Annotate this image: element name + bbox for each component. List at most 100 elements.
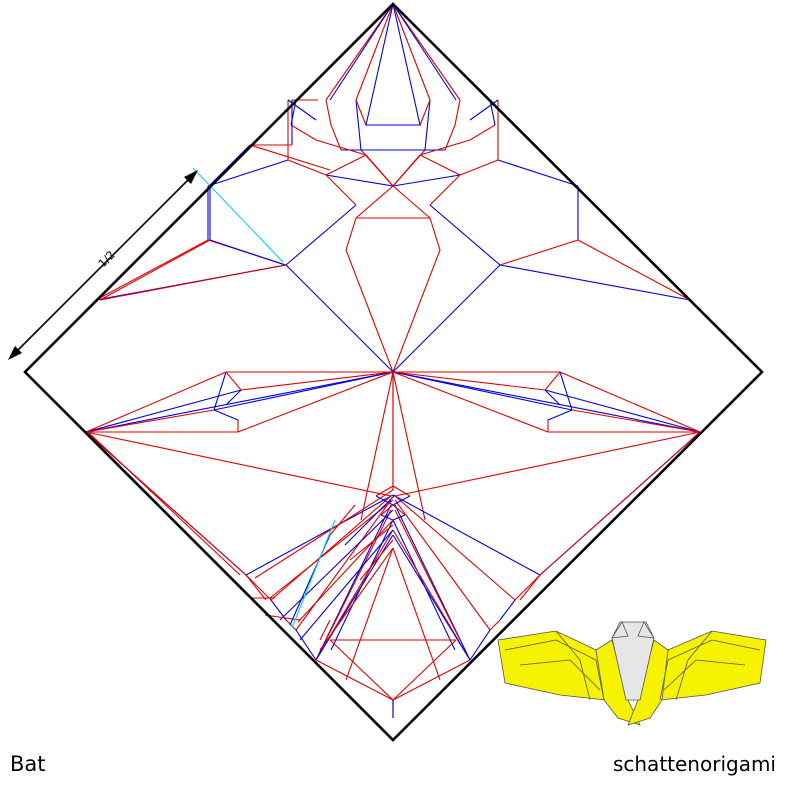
mountain-crease bbox=[329, 504, 356, 536]
mountain-crease bbox=[380, 504, 394, 516]
valley-crease bbox=[209, 239, 286, 266]
mountain-crease bbox=[499, 239, 579, 266]
mountain-crease bbox=[287, 159, 327, 176]
valley-crease bbox=[295, 629, 317, 661]
mountain-crease bbox=[539, 431, 701, 576]
valley-crease bbox=[392, 371, 701, 433]
mountain-crease bbox=[325, 174, 357, 206]
valley-crease bbox=[489, 99, 496, 126]
valley-crease bbox=[285, 204, 357, 266]
valley-crease bbox=[547, 409, 573, 421]
mountain-crease bbox=[429, 217, 441, 251]
mountain-crease bbox=[394, 431, 701, 497]
mountain-crease bbox=[392, 371, 549, 433]
valley-crease bbox=[559, 371, 573, 411]
mountain-crease bbox=[254, 489, 394, 579]
mountain-crease bbox=[392, 185, 431, 219]
mountain-crease bbox=[330, 124, 342, 151]
mountain-crease bbox=[392, 485, 411, 497]
mountain-crease bbox=[245, 574, 267, 601]
mountain-crease bbox=[85, 409, 215, 433]
mountain-crease bbox=[269, 499, 394, 599]
arrow-head-icon bbox=[184, 170, 198, 184]
arrow-head-icon bbox=[8, 346, 22, 360]
mountain-crease bbox=[489, 619, 501, 631]
mountain-crease bbox=[245, 574, 272, 601]
mountain-crease bbox=[359, 539, 394, 581]
valley-crease bbox=[392, 3, 457, 101]
mountain-crease bbox=[392, 154, 421, 187]
mountain-crease bbox=[249, 144, 331, 171]
valley-crease bbox=[375, 495, 394, 506]
model-title: Bat bbox=[10, 752, 46, 776]
valley-crease bbox=[392, 514, 406, 521]
mountain-crease bbox=[355, 185, 394, 219]
valley-crease bbox=[392, 264, 501, 373]
mountain-crease bbox=[355, 99, 367, 126]
mountain-crease bbox=[394, 495, 516, 601]
mountain-crease bbox=[325, 509, 392, 641]
valley-crease bbox=[544, 389, 701, 433]
mountain-crease bbox=[237, 371, 394, 433]
mountain-crease bbox=[99, 239, 211, 301]
crease-lines bbox=[85, 3, 701, 718]
paper-square-border bbox=[23, 2, 764, 742]
reference-line bbox=[291, 519, 336, 629]
valley-crease bbox=[392, 371, 573, 411]
valley-crease bbox=[85, 389, 242, 433]
mountain-crease bbox=[95, 239, 209, 301]
mountain-crease bbox=[345, 547, 394, 681]
reference-lines bbox=[192, 167, 336, 629]
mountain-crease bbox=[315, 139, 367, 156]
valley-crease bbox=[499, 264, 691, 301]
valley-crease bbox=[497, 159, 579, 187]
valley-crease bbox=[392, 494, 541, 576]
valley-crease bbox=[380, 514, 394, 521]
mountain-crease bbox=[295, 499, 392, 631]
valley-crease bbox=[392, 174, 461, 187]
mountain-crease bbox=[392, 3, 431, 101]
valley-crease bbox=[299, 529, 394, 641]
mountain-crease bbox=[519, 574, 541, 601]
valley-crease bbox=[209, 144, 251, 186]
measurement-arrow: 1/2 bbox=[8, 170, 198, 360]
valley-crease bbox=[225, 389, 242, 406]
valley-crease bbox=[392, 534, 471, 661]
mountain-crease bbox=[392, 547, 441, 681]
mountain-crease bbox=[87, 431, 241, 576]
mountain-crease bbox=[444, 124, 456, 151]
valley-crease bbox=[285, 264, 394, 373]
mountain-crease bbox=[419, 99, 431, 126]
mountain-crease bbox=[349, 524, 394, 561]
mountain-crease bbox=[315, 659, 394, 701]
mountain-crease bbox=[419, 154, 461, 176]
mountain-crease bbox=[270, 495, 392, 601]
mountain-crease bbox=[459, 159, 499, 176]
valley-crease bbox=[365, 3, 394, 126]
mountain-crease bbox=[297, 519, 394, 623]
mountain-crease bbox=[99, 264, 286, 301]
valley-crease bbox=[469, 629, 491, 661]
mountain-crease bbox=[360, 371, 394, 521]
mountain-crease bbox=[544, 371, 561, 391]
mountain-crease bbox=[240, 371, 394, 391]
mountain-crease bbox=[345, 217, 357, 251]
mountain-crease bbox=[392, 249, 441, 373]
mountain-crease bbox=[325, 99, 332, 126]
mountain-crease bbox=[571, 409, 701, 433]
mountain-crease bbox=[264, 614, 301, 621]
mountain-crease bbox=[319, 547, 394, 651]
mountain-crease bbox=[454, 99, 461, 126]
mountain-crease bbox=[365, 154, 394, 187]
mountain-crease bbox=[419, 139, 471, 156]
valley-crease bbox=[499, 599, 516, 621]
mountain-crease bbox=[392, 659, 471, 701]
valley-crease bbox=[279, 509, 394, 621]
mountain-crease bbox=[392, 504, 406, 516]
folded-bat-model-image bbox=[497, 621, 767, 726]
valley-crease bbox=[325, 174, 394, 187]
valley-crease bbox=[424, 99, 431, 151]
valley-crease bbox=[329, 3, 394, 101]
valley-crease bbox=[392, 3, 421, 126]
